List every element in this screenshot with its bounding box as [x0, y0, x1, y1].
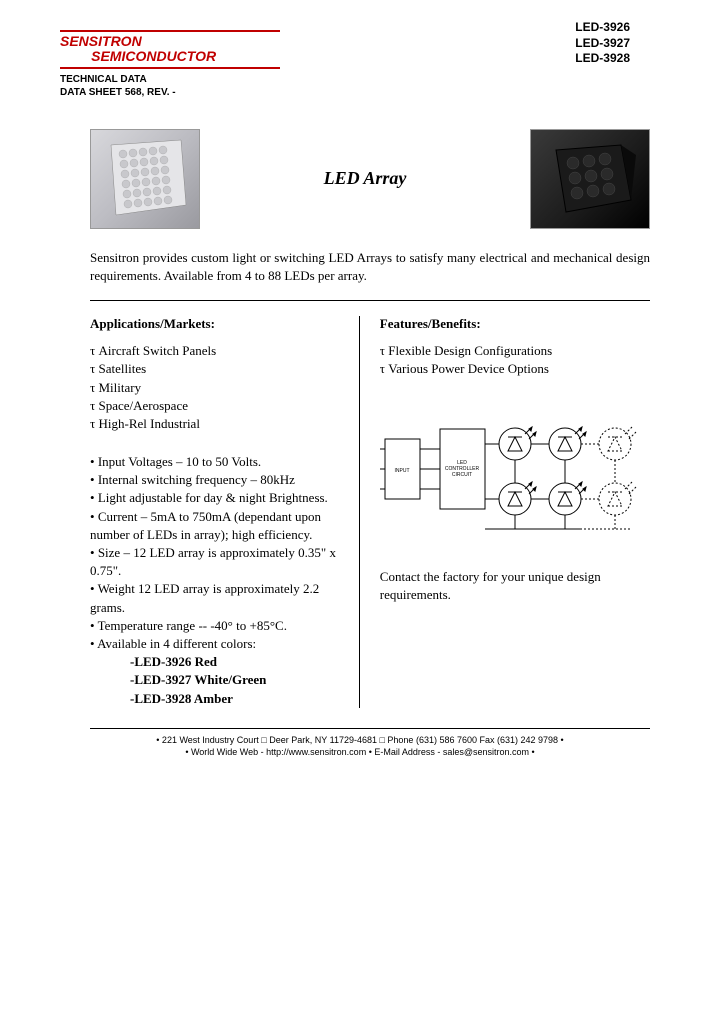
features-list: τ Flexible Design Configurations τ Vario…	[380, 342, 650, 378]
color-list: -LED-3926 Red -LED-3927 White/Green -LED…	[130, 653, 339, 708]
product-hero: LED Array	[90, 129, 650, 229]
list-item: • Available in 4 different colors:	[90, 635, 339, 653]
list-item: • Current – 5mA to 750mA (dependant upon…	[90, 508, 339, 544]
list-item: • Internal switching frequency – 80kHz	[90, 471, 339, 489]
list-item: • Weight 12 LED array is approximately 2…	[90, 580, 339, 616]
list-item: τ Flexible Design Configurations	[380, 342, 650, 360]
list-item: • Size – 12 LED array is approximately 0…	[90, 544, 339, 580]
header-rule-top	[60, 30, 280, 32]
two-column-section: Applications/Markets: τ Aircraft Switch …	[90, 316, 650, 708]
list-item: -LED-3927 White/Green	[130, 671, 339, 689]
header-rule-bottom	[60, 67, 280, 69]
diagram-input-label: INPUT	[394, 468, 409, 474]
applications-heading: Applications/Markets:	[90, 316, 339, 332]
list-item: τ Various Power Device Options	[380, 360, 650, 378]
footer-text: • 221 West Industry Court □ Deer Park, N…	[60, 734, 660, 759]
company-name: SENSITRON SEMICONDUCTOR	[60, 34, 660, 65]
list-item: τ Satellites	[90, 360, 339, 378]
svg-text:CIRCUIT: CIRCUIT	[452, 472, 472, 478]
right-column: Features/Benefits: τ Flexible Design Con…	[359, 316, 650, 708]
product-photo-right	[530, 129, 650, 229]
part-numbers: LED-3926 LED-3927 LED-3928	[575, 20, 630, 67]
section-divider	[90, 300, 650, 301]
part-number: LED-3927	[575, 36, 630, 52]
product-photo-left	[90, 129, 200, 229]
list-item: -LED-3926 Red	[130, 653, 339, 671]
specs-list: • Input Voltages – 10 to 50 Volts. • Int…	[90, 453, 339, 708]
list-item: • Temperature range -- -40° to +85°C.	[90, 617, 339, 635]
list-item: • Light adjustable for day & night Brigh…	[90, 489, 339, 507]
left-column: Applications/Markets: τ Aircraft Switch …	[90, 316, 359, 708]
contact-text: Contact the factory for your unique desi…	[380, 568, 650, 604]
product-title: LED Array	[200, 168, 530, 189]
footer-divider	[90, 728, 650, 729]
applications-list: τ Aircraft Switch Panels τ Satellites τ …	[90, 342, 339, 433]
list-item: -LED-3928 Amber	[130, 690, 339, 708]
circuit-diagram: INPUT LED CONTROLLER CIRCUIT	[380, 399, 650, 553]
intro-text: Sensitron provides custom light or switc…	[90, 249, 650, 285]
list-item: τ High-Rel Industrial	[90, 415, 339, 433]
technical-data-label: TECHNICAL DATA DATA SHEET 568, REV. -	[60, 73, 660, 99]
part-number: LED-3926	[575, 20, 630, 36]
part-number: LED-3928	[575, 51, 630, 67]
list-item: τ Military	[90, 379, 339, 397]
list-item: • Input Voltages – 10 to 50 Volts.	[90, 453, 339, 471]
list-item: τ Aircraft Switch Panels	[90, 342, 339, 360]
header-section: LED-3926 LED-3927 LED-3928 SENSITRON SEM…	[60, 30, 660, 99]
list-item: τ Space/Aerospace	[90, 397, 339, 415]
features-heading: Features/Benefits:	[380, 316, 650, 332]
